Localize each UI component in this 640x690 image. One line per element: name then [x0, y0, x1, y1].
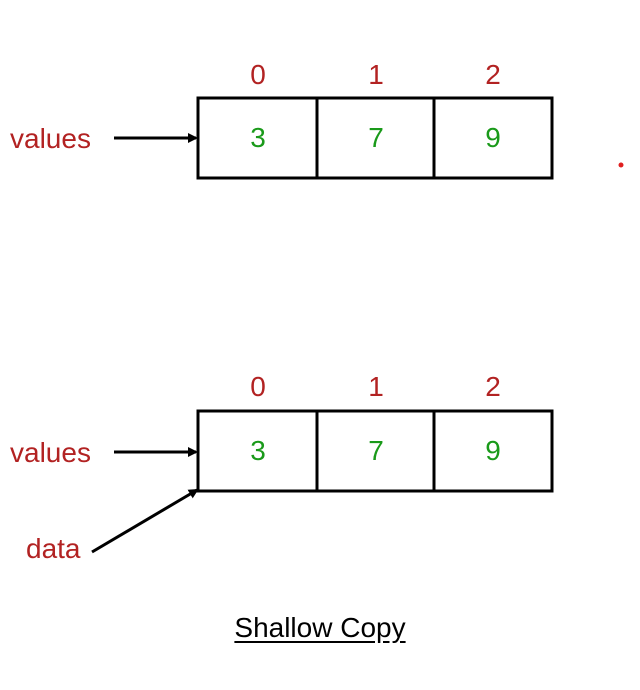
top-array: 0 1 2 3 7 9 values: [10, 59, 554, 180]
data-arrow: [91, 488, 199, 554]
red-dot: [618, 162, 624, 168]
top-index-0: 0: [250, 59, 266, 90]
top-value-0: 3: [250, 122, 266, 153]
caption: Shallow Copy: [234, 612, 406, 643]
bottom-index-1: 1: [368, 371, 384, 402]
bottom-index-2: 2: [485, 371, 501, 402]
bottom-value-1: 7: [368, 435, 384, 466]
data-label: data: [26, 533, 81, 564]
bottom-value-0: 3: [250, 435, 266, 466]
top-index-1: 1: [368, 59, 384, 90]
top-value-1: 7: [368, 122, 384, 153]
bottom-index-0: 0: [250, 371, 266, 402]
top-index-2: 2: [485, 59, 501, 90]
bottom-values-label: values: [10, 437, 91, 468]
bottom-array: 0 1 2 3 7 9 values data: [10, 371, 554, 564]
bottom-cell-2: [432, 409, 554, 493]
top-cell-2: [432, 96, 554, 180]
top-value-2: 9: [485, 122, 501, 153]
top-values-label: values: [10, 123, 91, 154]
bottom-value-2: 9: [485, 435, 501, 466]
